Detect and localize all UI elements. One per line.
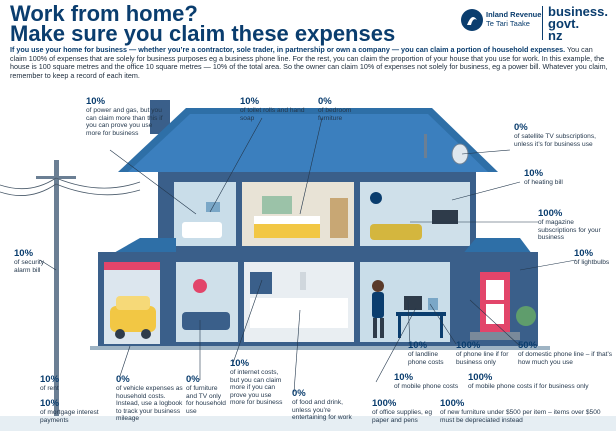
- annotation-phone-line-business: 100% of phone line if for business only: [456, 340, 509, 366]
- title-line-2: Make sure you claim these expenses: [10, 21, 396, 46]
- annotation-heating: 10% of heating bill: [524, 168, 563, 186]
- annotation-office-supplies: 100% of office supplies, eg paper and pen…: [372, 398, 432, 424]
- logo-group: Inland Revenue Te Tari Taake business. g…: [460, 4, 610, 44]
- annotation-mobile-business: 100% of mobile phone costs if for busines…: [468, 372, 589, 390]
- annotation-domestic-phone: 50% of domestic phone line – if that’s ho…: [518, 340, 613, 366]
- business-govt-logo: business. govt. nz: [548, 4, 608, 43]
- annotation-power-gas: 10% of power and gas, but you can claim m…: [86, 96, 163, 137]
- annotation-satellite-tv: 0% of satellite TV subscriptions, unless …: [514, 122, 596, 148]
- chimney: [150, 100, 170, 134]
- annotation-toilet-rolls: 10% of toilet rolls and hand soap: [240, 96, 305, 122]
- logo-divider: [542, 6, 543, 40]
- annotation-food-drink: 0% of food and drink, unless you’re enter…: [292, 388, 352, 422]
- annotation-new-furniture: 100% of new furniture under $500 per item…: [440, 398, 601, 424]
- annotation-internet: 10% of internet costs, but you can claim …: [230, 358, 283, 407]
- satellite-dish-icon: [424, 134, 469, 165]
- pointer-lines: [39, 117, 577, 393]
- annotation-lightbulbs: 10% of lightbulbs: [574, 248, 610, 266]
- annotation-rent: 10% of rent: [40, 374, 60, 392]
- annotation-vehicle: 0% of vehicle expenses as household costs…: [116, 374, 183, 423]
- annotation-magazines: 100% of magazine subscriptions for your b…: [538, 208, 601, 242]
- annotation-mortgage: 10% of mortgage interest payments: [40, 398, 99, 424]
- annotation-landline: 10% of landline phone costs: [408, 340, 444, 366]
- annotation-furniture-tv: 0% of furniture and TV only for household…: [186, 374, 226, 415]
- power-pole-icon: [0, 160, 141, 431]
- car-icon: [110, 296, 156, 339]
- plant-icon: [516, 306, 536, 326]
- annotation-mobile-phone: 10% of mobile phone costs: [394, 372, 459, 390]
- page-title: Work from home? Make sure you claim thes…: [10, 1, 396, 46]
- annotation-security-alarm: 10% of security alarm bill: [14, 248, 45, 274]
- intro-paragraph: If you use your home for business — whet…: [10, 45, 608, 80]
- annotation-bedroom-furniture: 0% of bedroom furniture: [318, 96, 352, 122]
- person-icon: [372, 280, 384, 338]
- title-line-1: Work from home?: [10, 1, 198, 26]
- inland-revenue-logo-icon: [461, 9, 483, 31]
- inland-revenue-logo-text: Inland Revenue Te Tari Taake: [486, 10, 542, 28]
